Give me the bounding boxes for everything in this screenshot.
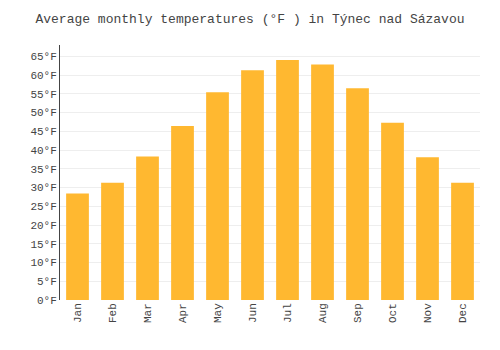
- svg-text:40°F: 40°F: [30, 145, 56, 157]
- svg-text:65°F: 65°F: [30, 51, 56, 63]
- svg-text:0°F: 0°F: [37, 295, 57, 307]
- svg-text:Apr: Apr: [177, 303, 189, 323]
- svg-text:Feb: Feb: [107, 303, 119, 323]
- svg-text:45°F: 45°F: [30, 126, 56, 138]
- svg-text:Jan: Jan: [72, 303, 84, 323]
- svg-text:Dec: Dec: [457, 303, 469, 323]
- svg-text:35°F: 35°F: [30, 164, 56, 176]
- svg-text:Jul: Jul: [282, 303, 294, 323]
- svg-text:Sep: Sep: [352, 303, 364, 323]
- svg-text:Average monthly temperatures (: Average monthly temperatures (°F ) in Tý…: [35, 12, 464, 27]
- svg-text:Aug: Aug: [317, 303, 329, 323]
- svg-text:10°F: 10°F: [30, 257, 56, 269]
- svg-text:May: May: [212, 303, 224, 323]
- svg-text:55°F: 55°F: [30, 89, 56, 101]
- svg-text:Oct: Oct: [387, 303, 399, 323]
- svg-text:15°F: 15°F: [30, 239, 56, 251]
- svg-text:Nov: Nov: [422, 303, 434, 323]
- svg-text:25°F: 25°F: [30, 201, 56, 213]
- svg-text:60°F: 60°F: [30, 70, 56, 82]
- svg-text:20°F: 20°F: [30, 220, 56, 232]
- svg-text:5°F: 5°F: [37, 276, 57, 288]
- svg-text:Mar: Mar: [142, 303, 154, 323]
- svg-text:Jun: Jun: [247, 303, 259, 323]
- svg-text:30°F: 30°F: [30, 182, 56, 194]
- svg-text:50°F: 50°F: [30, 107, 56, 119]
